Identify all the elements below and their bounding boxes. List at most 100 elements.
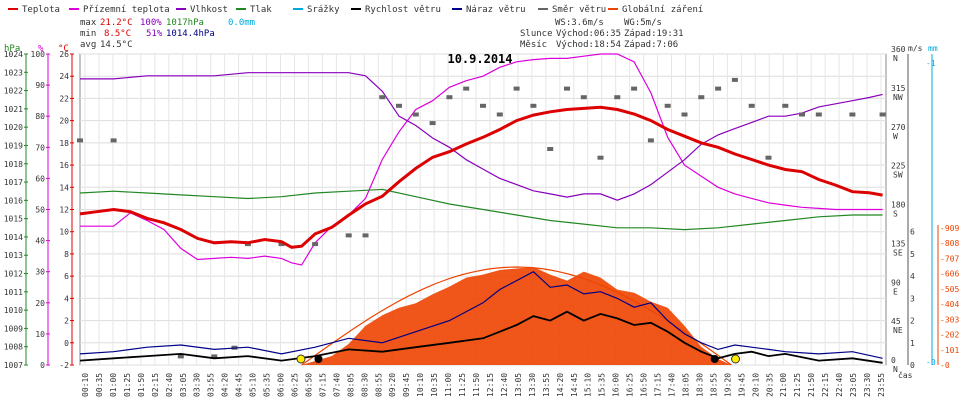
x-tick-label: 19:45: [737, 373, 746, 397]
direction-tick-label: 315: [891, 84, 906, 93]
wind-speed-info: WS:3.6m/s: [555, 18, 604, 28]
wind-gust-info: WG:5m/s: [624, 18, 662, 28]
wind-direction-point: [614, 95, 621, 100]
wind-direction-point: [396, 103, 402, 108]
wind-direction-point: [362, 233, 369, 238]
x-tick-label: 15:35: [598, 373, 607, 397]
x-tick-label: 16:00: [612, 373, 621, 397]
direction-tick-label: SE: [893, 248, 903, 257]
wind-direction-point: [580, 95, 587, 100]
moon-rise: Východ:18:54: [556, 40, 621, 50]
series-line-vlhkost: [80, 72, 883, 201]
x-tick-label: 18:05: [681, 373, 690, 397]
humidity-axis-tick-label: 90: [35, 81, 45, 90]
rain-tick-label: -1: [926, 59, 936, 68]
series-line-rychlostvtru: [79, 310, 883, 364]
stat-max-rain: 0.0mm: [228, 18, 255, 28]
temperature-axis-tick-label: 22: [59, 94, 69, 103]
x-tick-label: 13:30: [528, 373, 537, 397]
pressure-axis-tick-label: 1014: [4, 233, 23, 242]
radiation-tick-label: -202: [940, 331, 959, 340]
rain-tick-label: -0: [926, 358, 936, 367]
legend-label: Přízemní teplota: [83, 5, 170, 15]
direction-tick-label: 90: [891, 278, 901, 287]
x-tick-label: 22:15: [821, 373, 830, 397]
stat-min-hum: 51%: [146, 29, 163, 39]
radiation-tick-label: -505: [940, 285, 959, 294]
legend-label: Srážky: [307, 5, 340, 15]
temperature-axis-tick-label: 10: [59, 228, 69, 237]
wind-speed-tick-label: 4: [910, 272, 915, 281]
pressure-axis-tick-label: 1019: [4, 141, 23, 150]
x-tick-label: 16:25: [626, 373, 635, 397]
wind-direction-point: [698, 95, 705, 100]
series-line-teplota: [79, 105, 883, 249]
radiation-tick-label: -404: [940, 300, 959, 309]
x-axis: 00:10 00:35 01:00 01:25 01:50 02:15 02:40 03:05…: [81, 370, 913, 397]
wind-direction-point: [513, 86, 520, 91]
series-line-tlak: [79, 188, 883, 231]
legend-label: Teplota: [22, 5, 60, 15]
sunset-marker: [731, 354, 741, 364]
stat-max-press: 1017hPa: [166, 18, 204, 28]
wind-speed-tick-label: 6: [910, 228, 915, 237]
stat-min-temp: 8.5°C: [104, 29, 131, 39]
x-tick-label: 13:55: [542, 373, 551, 397]
temperature-axis-tick-label: 2: [64, 317, 69, 326]
temperature-axis-tick-label: 14: [59, 183, 69, 192]
pressure-axis-tick-label: 1013: [4, 251, 23, 260]
legend-label: Rychlost větru: [365, 5, 441, 15]
humidity-axis-tick-label: 80: [35, 112, 45, 121]
radiation-tick-label: -909: [940, 224, 959, 233]
stat-max-label: max: [80, 18, 97, 28]
legend-label: Náraz větru: [466, 5, 526, 15]
wind-direction-point: [782, 103, 789, 108]
wind-direction-point: [345, 233, 352, 238]
x-tick-label: 23:30: [863, 373, 872, 397]
direction-tick-label: 135: [891, 239, 906, 248]
moon-set: Západ:7:06: [624, 40, 678, 50]
temperature-axis-tick-label: 18: [59, 139, 69, 148]
x-tick-label: 00:35: [95, 373, 104, 397]
wind-direction-point: [412, 112, 419, 117]
x-axis-unit: čas: [898, 370, 913, 380]
x-tick-label: 01:25: [123, 373, 132, 397]
x-tick-label: 01:00: [109, 373, 118, 397]
x-tick-label: 11:25: [458, 373, 467, 397]
sunrise-marker: [296, 354, 306, 364]
radiation-tick-label: -808: [940, 239, 959, 248]
wind-direction-point: [278, 242, 285, 247]
moon-label: Měsíc: [520, 40, 547, 50]
series-line-nrazvtru: [79, 270, 883, 359]
pressure-axis-tick-label: 1008: [4, 343, 23, 352]
humidity-axis-tick-label: 100: [31, 50, 46, 59]
legend-label: Tlak: [250, 5, 272, 15]
x-tick-label: 20:10: [751, 373, 760, 397]
astro-info: WS:3.6m/s WG:5m/s Slunce Východ:06:35 Zá…: [520, 18, 684, 50]
legend: Teplota Přízemní teplota Vlhkost Tlak Srážky…: [8, 5, 703, 15]
wind-speed-tick-label: 2: [910, 317, 915, 326]
humidity-axis-unit: %: [38, 44, 44, 54]
x-tick-label: 08:30: [360, 373, 369, 397]
temperature-axis-tick-label: 24: [59, 72, 69, 81]
wind-speed-tick-label: 3: [910, 294, 915, 303]
wind-direction-point: [429, 121, 436, 126]
x-tick-label: 11:00: [444, 373, 453, 397]
x-tick-label: 03:55: [207, 373, 216, 397]
direction-tick-label: E: [893, 287, 898, 296]
pressure-axis-tick-label: 1011: [4, 288, 23, 297]
x-tick-label: 13:05: [514, 373, 523, 397]
direction-tick-label: NE: [893, 326, 903, 335]
direction-tick-label: 225: [891, 162, 906, 171]
x-tick-label: 10:10: [416, 373, 425, 397]
wind-direction-point: [879, 112, 886, 117]
x-tick-label: 01:50: [137, 373, 146, 397]
wind-direction-point: [681, 112, 688, 117]
humidity-axis-tick-label: 50: [35, 206, 45, 215]
x-tick-label: 03:05: [179, 373, 188, 397]
x-tick-label: 02:15: [151, 373, 160, 397]
x-tick-label: 00:10: [81, 373, 90, 397]
wind-direction-point: [379, 95, 386, 100]
x-tick-label: 02:40: [165, 373, 174, 397]
x-tick-label: 23:55: [877, 373, 886, 397]
